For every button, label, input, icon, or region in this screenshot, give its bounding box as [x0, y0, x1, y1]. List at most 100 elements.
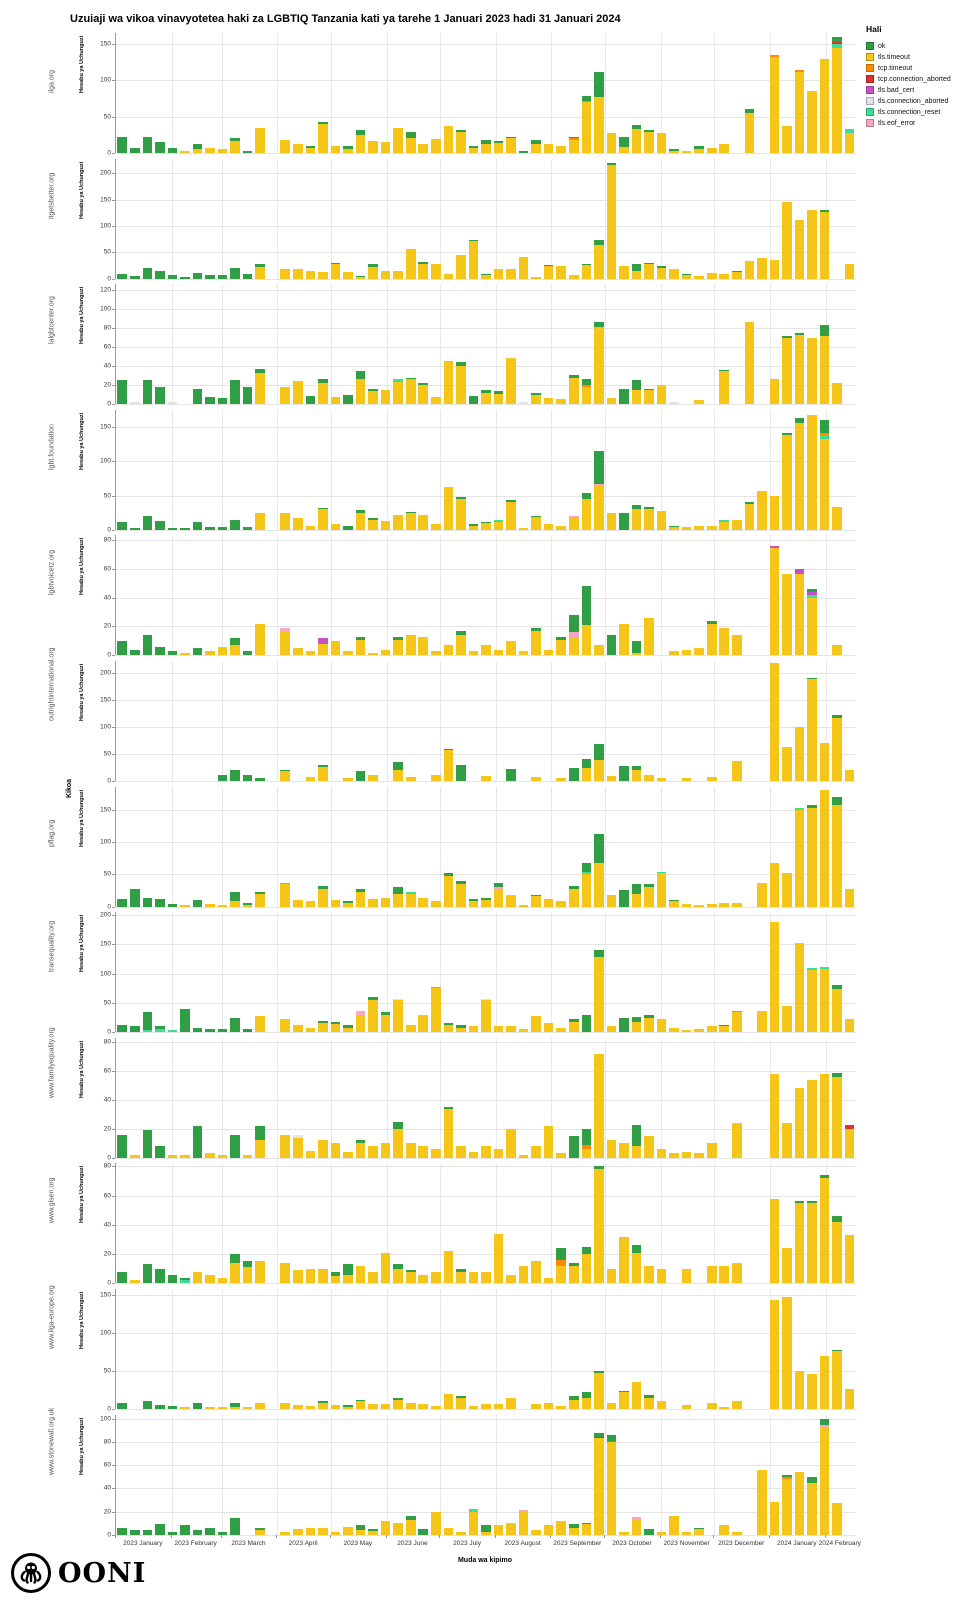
bar-segment-tls.timeout: [430, 524, 441, 530]
month-gridline: [495, 284, 497, 405]
x-tick-label: 2023 March: [231, 1540, 266, 1547]
bar-segment-tls.timeout: [832, 1221, 842, 1284]
y-tick-label: 0: [107, 777, 111, 785]
month-gridline: [221, 535, 223, 656]
bar-segment-tls.timeout: [644, 1136, 654, 1158]
bar-segment-ok: [155, 1025, 165, 1029]
month-gridline: [714, 1163, 716, 1284]
bar-segment-tls.timeout: [255, 512, 265, 530]
bar-segment-tls.timeout: [619, 1532, 629, 1535]
bar-segment-tls.timeout: [330, 640, 341, 656]
bar-segment-ok: [355, 1399, 366, 1402]
bar-segment-tls.timeout: [706, 904, 717, 907]
bar-segment-ok: [644, 1015, 654, 1018]
bar-segment-tls.timeout: [380, 897, 391, 907]
bar-segment-ok: [393, 1397, 403, 1400]
bar-segment-ok: [581, 1128, 592, 1145]
bar-segment-ok: [493, 141, 504, 143]
bar-segment-tcp.timeout: [819, 433, 830, 436]
bar-segment-ok: [468, 898, 479, 902]
bar-segment-tls.timeout: [430, 901, 441, 907]
bar-segment-tls.timeout: [456, 1271, 466, 1284]
bar-segment-tls.timeout: [293, 1025, 303, 1033]
bar-segment-ok: [568, 1136, 579, 1158]
y-tick-mark: [112, 944, 115, 946]
bar-segment-tls.timeout: [343, 272, 353, 279]
bar-segment-tls.timeout: [631, 893, 642, 907]
bar-segment-tls.timeout: [456, 366, 466, 405]
bar-segment-tls.timeout: [192, 149, 203, 153]
bar-segment-tls.timeout: [443, 486, 454, 530]
bar-segment-tls.timeout: [656, 1401, 667, 1409]
y-tick-label: 0: [107, 1405, 111, 1413]
bar-segment-ok: [631, 640, 642, 653]
bar-segment-tls.timeout: [518, 651, 529, 656]
legend-label: tls.connection_aborted: [878, 97, 949, 105]
bar-segment-tls.timeout: [343, 651, 353, 656]
bar-segment-tls.timeout: [355, 513, 366, 530]
bar-segment-tls.timeout: [242, 1154, 253, 1158]
y-gridline: [116, 426, 856, 428]
y-tick-mark: [112, 278, 115, 280]
bar-segment-tls.timeout: [430, 1149, 441, 1158]
y-gridline: [116, 1409, 856, 1410]
bar-segment-tls.connection_reset: [807, 968, 817, 971]
legend-item-tls.connection_reset: tls.connection_reset: [866, 107, 951, 117]
x-tick-mark: [604, 1535, 606, 1538]
bar-segment-tls.timeout: [180, 1154, 190, 1158]
bar-segment-tls.timeout: [518, 1511, 529, 1535]
bar-segment-tls.timeout: [606, 1402, 617, 1409]
bar-segment-tls.timeout: [280, 1018, 291, 1033]
bar-segment-tls.eof_error: [493, 886, 504, 889]
bar-segment-tls.timeout: [468, 147, 479, 153]
bar-segment-ok: [368, 518, 378, 520]
y-gridline: [116, 1032, 856, 1034]
bar-segment-ok: [719, 1025, 730, 1027]
bar-segment-tls.timeout: [782, 126, 792, 153]
x-tick-label: 2023 September: [553, 1540, 602, 1547]
bar-segment-tls.timeout: [481, 900, 491, 907]
bar-segment-tls.timeout: [305, 1527, 316, 1535]
month-gridline: [386, 284, 388, 405]
bar-segment-tls.timeout: [380, 270, 391, 279]
x-tick-mark: [768, 1535, 770, 1538]
bar-segment-tls.timeout: [832, 383, 842, 405]
month-gridline: [277, 912, 279, 1033]
bar-segment-tls.timeout: [656, 1268, 667, 1284]
bar-segment-tls.timeout: [468, 526, 479, 530]
bar-segment-ok: [167, 1405, 178, 1409]
month-gridline: [714, 1414, 716, 1535]
bar-segment-tls.timeout: [405, 249, 416, 279]
bar-segment-ok: [456, 630, 466, 636]
bar-segment-tls.timeout: [556, 639, 566, 656]
bar-segment-tls.timeout: [280, 387, 291, 405]
bar-segment-tcp.timeout: [568, 138, 579, 140]
bar-segment-tls.timeout: [694, 1153, 704, 1158]
bar-segment-tls.timeout: [242, 904, 253, 907]
x-tick-mark: [385, 1535, 387, 1538]
bar-segment-tls.timeout: [493, 1404, 504, 1409]
bar-segment-tls.timeout: [456, 635, 466, 656]
bar-segment-tls.timeout: [368, 390, 378, 405]
bar-segment-tls.timeout: [631, 1021, 642, 1033]
bar-segment-tls.timeout: [280, 632, 291, 656]
month-gridline: [495, 33, 497, 153]
bar-segment-tls.timeout: [719, 1525, 730, 1535]
bar-segment-tls.timeout: [581, 1524, 592, 1535]
x-tick-label: 2023 August: [504, 1540, 541, 1547]
facet-panel-www.familyequality.org: 0 20 40 60 80 www.familyequality.org Hesabu ya…: [49, 1027, 856, 1161]
legend-label: ok: [878, 42, 886, 50]
bar-segment-tls.timeout: [230, 1406, 240, 1409]
bar-segment-tls.timeout: [418, 385, 429, 405]
bar-segment-tls.timeout: [719, 1265, 730, 1284]
ooni-logo-text: OONI: [58, 1557, 147, 1589]
bar-segment-ok: [117, 898, 128, 907]
bar-segment-tls.timeout: [393, 770, 403, 781]
y-tick-mark: [112, 1002, 115, 1004]
bar-segment-ok: [142, 1400, 153, 1409]
bar-segment-tls.timeout: [832, 1503, 842, 1535]
month-gridline: [714, 284, 716, 405]
bar-segment-tls.timeout: [393, 1399, 403, 1409]
bar-segment-tls.timeout: [719, 1026, 730, 1033]
month-gridline: [605, 409, 607, 530]
